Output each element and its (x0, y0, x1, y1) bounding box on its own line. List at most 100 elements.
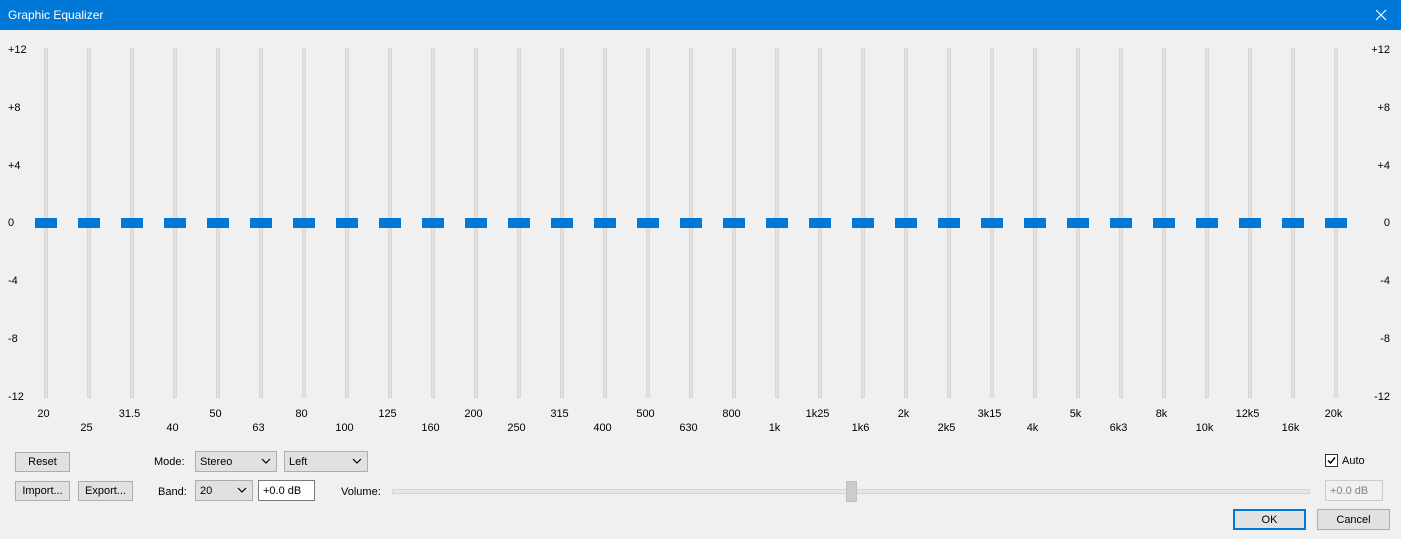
band-slider-thumb[interactable] (1023, 218, 1046, 228)
close-button[interactable] (1361, 0, 1401, 30)
band-slider-thumb[interactable] (679, 218, 702, 228)
band-slider[interactable] (937, 48, 961, 400)
band-slider-thumb[interactable] (1238, 218, 1261, 228)
import-button[interactable]: Import... (15, 481, 70, 501)
band-frequency-label: 63 (252, 422, 265, 434)
band-slider[interactable] (1238, 48, 1262, 400)
band-slider-thumb[interactable] (120, 218, 143, 228)
band-select-value: 20 (200, 484, 213, 497)
band-frequency-label: 20 (37, 408, 50, 420)
band-slider-thumb[interactable] (593, 218, 616, 228)
db-scale-tick: 0 (8, 217, 15, 230)
band-slider-thumb[interactable] (421, 218, 444, 228)
band-slider[interactable] (593, 48, 617, 400)
band-slider-thumb[interactable] (292, 218, 315, 228)
band-frequency-label: 80 (295, 408, 308, 420)
band-select[interactable]: 20 (195, 480, 253, 501)
band-slider-thumb[interactable] (1109, 218, 1132, 228)
band-slider[interactable] (1109, 48, 1133, 400)
band-slider[interactable] (765, 48, 789, 400)
band-slider[interactable] (335, 48, 359, 400)
chevron-down-icon (237, 487, 247, 493)
band-slider[interactable] (464, 48, 488, 400)
band-slider[interactable] (163, 48, 187, 400)
volume-slider-thumb[interactable] (845, 481, 857, 502)
mode-select[interactable]: Stereo (195, 451, 277, 472)
band-slider-thumb[interactable] (163, 218, 186, 228)
band-frequency-label: 200 (464, 408, 483, 420)
band-slider[interactable] (1281, 48, 1305, 400)
band-slider-thumb[interactable] (937, 218, 960, 228)
band-slider-thumb[interactable] (980, 218, 1003, 228)
band-slider[interactable] (378, 48, 402, 400)
band-slider-thumb[interactable] (464, 218, 487, 228)
band-frequency-label: 1k (768, 422, 781, 434)
band-slider[interactable] (851, 48, 875, 400)
band-frequency-label: 31.5 (118, 408, 141, 420)
db-scale-tick: +8 (8, 101, 21, 114)
band-slider[interactable] (507, 48, 531, 400)
band-slider-thumb[interactable] (550, 218, 573, 228)
band-slider[interactable] (550, 48, 574, 400)
band-slider-thumb[interactable] (1195, 218, 1218, 228)
db-scale-tick: +4 (1377, 159, 1390, 172)
reset-button[interactable]: Reset (15, 452, 70, 472)
band-slider-thumb[interactable] (77, 218, 100, 228)
close-icon (1375, 9, 1387, 21)
band-frequency-label: 20k (1324, 408, 1343, 420)
cancel-button[interactable]: Cancel (1317, 509, 1390, 530)
band-slider-thumb[interactable] (722, 218, 745, 228)
band-slider[interactable] (1152, 48, 1176, 400)
db-scale-tick: -4 (1380, 275, 1390, 288)
band-frequency-label: 3k15 (977, 408, 1002, 420)
band-slider-thumb[interactable] (249, 218, 272, 228)
db-scale-tick: -12 (1374, 390, 1390, 403)
band-slider[interactable] (1066, 48, 1090, 400)
band-slider[interactable] (636, 48, 660, 400)
band-slider-thumb[interactable] (765, 218, 788, 228)
db-scale-tick: -12 (8, 390, 24, 403)
chevron-down-icon (352, 458, 362, 464)
volume-label: Volume: (341, 486, 381, 498)
export-button[interactable]: Export... (78, 481, 133, 501)
band-slider-thumb[interactable] (808, 218, 831, 228)
band-slider-thumb[interactable] (1152, 218, 1175, 228)
db-scale-tick: +4 (8, 159, 21, 172)
band-slider[interactable] (722, 48, 746, 400)
band-slider-thumb[interactable] (34, 218, 57, 228)
band-slider[interactable] (249, 48, 273, 400)
band-slider[interactable] (34, 48, 58, 400)
band-slider-thumb[interactable] (894, 218, 917, 228)
band-slider[interactable] (1195, 48, 1219, 400)
band-slider-thumb[interactable] (378, 218, 401, 228)
band-slider[interactable] (206, 48, 230, 400)
db-scale-tick: -4 (8, 275, 18, 288)
band-gain-field[interactable]: +0.0 dB (258, 480, 315, 501)
band-slider-thumb[interactable] (636, 218, 659, 228)
db-scale-tick: -8 (1380, 333, 1390, 345)
band-slider[interactable] (1324, 48, 1348, 400)
band-slider[interactable] (292, 48, 316, 400)
band-slider-thumb[interactable] (335, 218, 358, 228)
band-slider[interactable] (421, 48, 445, 400)
band-slider-thumb[interactable] (1324, 218, 1347, 228)
band-slider[interactable] (1023, 48, 1047, 400)
band-slider[interactable] (808, 48, 832, 400)
band-slider-thumb[interactable] (851, 218, 874, 228)
band-slider[interactable] (980, 48, 1004, 400)
db-scale-tick: +8 (1377, 101, 1390, 114)
band-frequency-label: 160 (421, 422, 440, 434)
channel-select[interactable]: Left (284, 451, 368, 472)
band-slider-thumb[interactable] (1066, 218, 1089, 228)
band-slider[interactable] (679, 48, 703, 400)
band-frequency-label: 500 (636, 408, 655, 420)
band-slider[interactable] (120, 48, 144, 400)
band-slider[interactable] (77, 48, 101, 400)
band-frequency-label: 10k (1195, 422, 1214, 434)
band-slider-thumb[interactable] (1281, 218, 1304, 228)
band-slider[interactable] (894, 48, 918, 400)
ok-button[interactable]: OK (1233, 509, 1306, 530)
band-slider-thumb[interactable] (507, 218, 530, 228)
band-slider-thumb[interactable] (206, 218, 229, 228)
auto-checkbox[interactable] (1325, 454, 1338, 467)
